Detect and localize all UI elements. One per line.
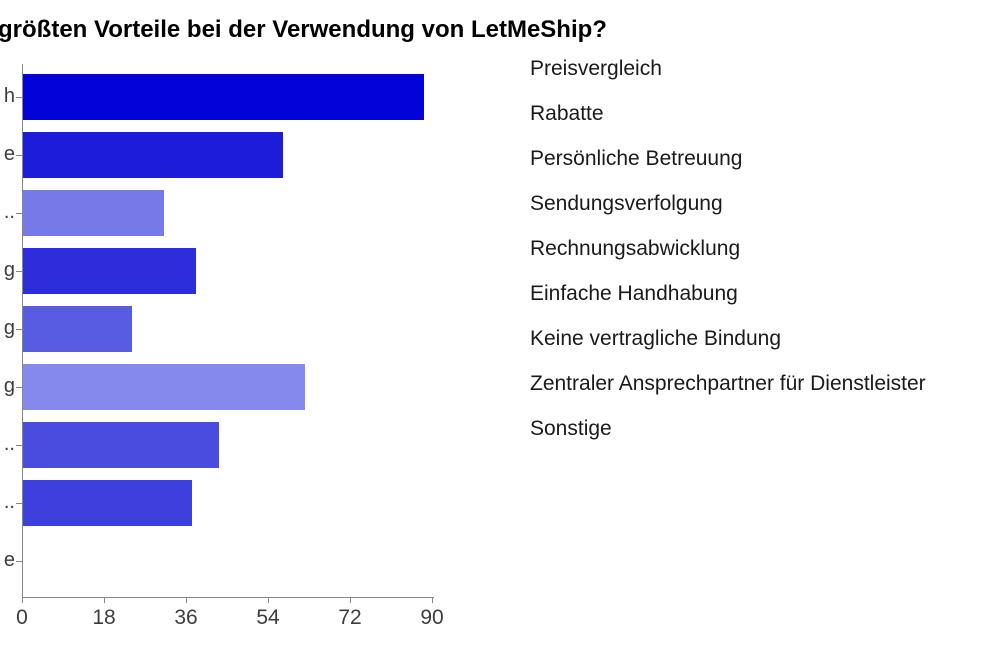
legend-item: Persönliche Betreuung <box>530 147 743 170</box>
y-tick-mark <box>16 271 22 272</box>
x-tick-label: 54 <box>256 606 280 629</box>
y-axis-label-fragment: .. <box>3 433 15 455</box>
y-tick-mark <box>16 503 22 504</box>
x-tick-label: 18 <box>92 606 116 629</box>
bar <box>23 306 132 352</box>
x-tick-mark <box>22 598 23 603</box>
x-axis-line <box>22 597 434 598</box>
x-tick-mark <box>104 598 105 603</box>
x-tick-mark <box>432 598 433 603</box>
bar <box>23 132 283 178</box>
legend-item: Sendungsverfolgung <box>530 192 723 215</box>
y-tick-mark <box>16 387 22 388</box>
x-tick-label: 90 <box>420 606 444 629</box>
bar <box>23 190 164 236</box>
x-tick-mark <box>186 598 187 603</box>
x-tick-label: 36 <box>174 606 198 629</box>
bar <box>23 422 219 468</box>
legend-item: Rabatte <box>530 102 604 125</box>
y-axis-label-fragment: e <box>3 143 15 165</box>
y-axis-label-fragment: h <box>3 85 15 107</box>
y-axis-label-fragment: .. <box>3 201 15 223</box>
x-tick-mark <box>268 598 269 603</box>
bar <box>23 364 305 410</box>
legend-item: Preisvergleich <box>530 57 662 80</box>
chart-title: größten Vorteile bei der Verwendung von … <box>0 16 607 43</box>
legend-item: Keine vertragliche Bindung <box>530 327 781 350</box>
y-axis-label-fragment: g <box>3 259 15 281</box>
bar <box>23 480 192 526</box>
y-tick-mark <box>16 213 22 214</box>
y-tick-mark <box>16 445 22 446</box>
x-tick-mark <box>350 598 351 603</box>
y-tick-mark <box>16 155 22 156</box>
bar <box>23 74 424 120</box>
x-tick-label: 0 <box>16 606 28 629</box>
y-tick-mark <box>16 329 22 330</box>
legend-item: Rechnungsabwicklung <box>530 237 741 260</box>
y-tick-mark <box>16 561 22 562</box>
y-axis-label-fragment: .. <box>3 491 15 513</box>
x-tick-label: 72 <box>338 606 362 629</box>
y-axis-label-fragment: e <box>3 549 15 571</box>
y-axis-label-fragment: g <box>3 375 15 397</box>
y-axis-label-fragment: g <box>3 317 15 339</box>
y-axis-line <box>22 64 23 598</box>
y-tick-mark <box>16 97 22 98</box>
bar <box>23 248 196 294</box>
legend-item: Zentraler Ansprechpartner für Dienstleis… <box>530 372 926 395</box>
legend-item: Sonstige <box>530 417 612 440</box>
legend-item: Einfache Handhabung <box>530 282 738 305</box>
